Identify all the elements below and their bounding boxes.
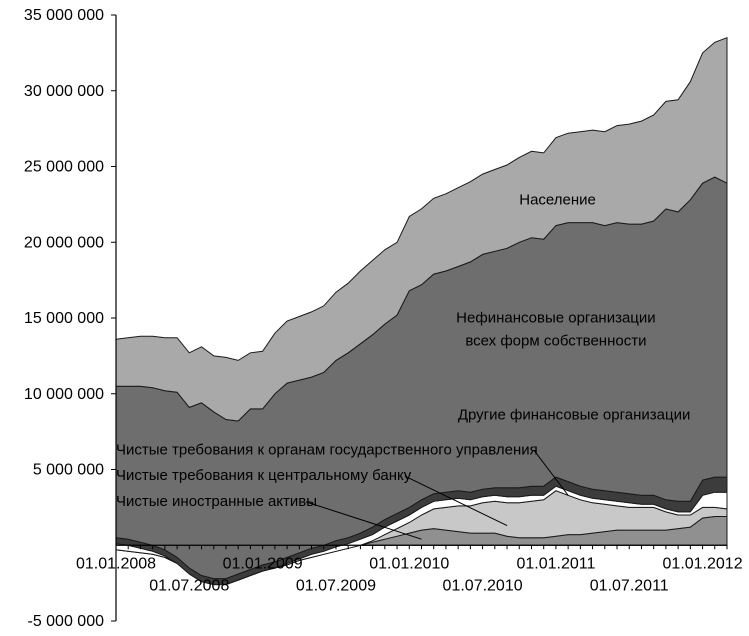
y-tick-label: 25 000 000 [24,159,104,176]
annotation-всех-форм-собственности: всех форм собственности [465,332,646,349]
x-tick-label-lower: 01.07.2008 [149,577,229,594]
x-tick-label-upper: 01.01.2012 [663,555,743,572]
y-tick-labels: 35 000 000 30 000 000 25 000 000 20 000 000… [24,7,116,630]
annotations: Население Нефинансовые организации всех фо… [116,191,691,540]
annotation-население: Население [519,191,596,208]
y-tick-label: 30 000 000 [24,83,104,100]
x-tick-label-upper: 01.01.2009 [223,555,303,572]
area-series-6 [115,36,728,422]
y-tick-label: -5 000 000 [27,613,104,630]
y-tick-label: 5 000 000 [33,462,104,479]
x-tick-label-upper: 01.01.2010 [369,555,449,572]
y-tick-label: 35 000 000 [24,7,104,24]
x-tick-label-lower: 01.07.2010 [443,577,523,594]
annotation-нефинансовые-организации: Нефинансовые организации [456,310,655,327]
annotation-чистые-требования-к-центральному-банку: Чистые требования к центральному банку [116,467,412,484]
y-tick-label: 20 000 000 [24,234,104,251]
x-tick-label-upper: 01.01.2011 [516,555,595,572]
annotation-чистые-иностранные-активы: Чистые иностранные активы [116,493,317,510]
y-tick-label: 15 000 000 [24,310,104,327]
x-tick-label-lower: 01.07.2009 [296,577,376,594]
x-tick-labels: 01.01.2008 01.01.2009 01.01.2010 01.01.2011… [76,545,743,594]
annotation-чистые-требования-к-органам-государственного-управления: Чистые требования к органам государствен… [116,441,538,458]
annotation-leader-line [404,475,508,527]
x-tick-label-lower: 01.07.2011 [590,577,669,594]
annotation-leader-line [533,450,569,496]
y-tick-label: 10 000 000 [24,386,104,403]
x-tick-label-upper: 01.01.2008 [76,555,156,572]
series-areas [115,36,728,586]
annotation-другие-финансовые-организации: Другие финансовые организации [458,407,691,424]
annotation-leader-line [305,501,422,540]
